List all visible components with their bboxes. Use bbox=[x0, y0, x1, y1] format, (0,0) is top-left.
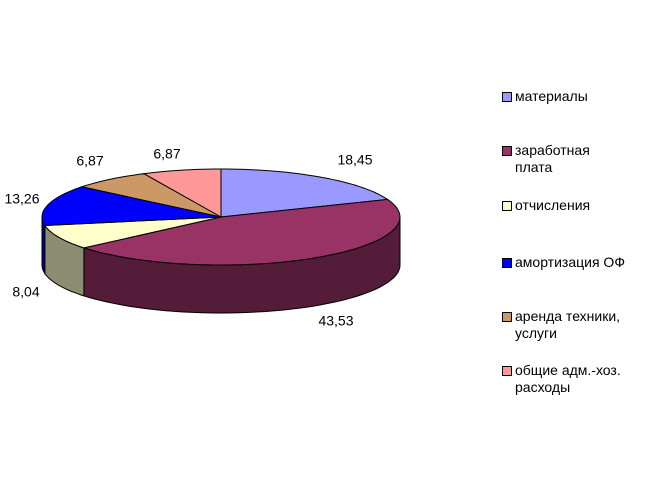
data-label: 6,87 bbox=[76, 153, 103, 169]
legend-label: амортизация ОФ bbox=[515, 254, 625, 270]
slice bbox=[41, 186, 222, 227]
slice bbox=[81, 198, 401, 266]
slice bbox=[220, 168, 389, 218]
legend-label: материалы bbox=[515, 88, 588, 104]
data-label: 18,45 bbox=[337, 152, 372, 168]
legend-swatch bbox=[502, 258, 512, 268]
legend-label: отчисления bbox=[515, 197, 591, 213]
legend-swatch bbox=[502, 312, 512, 322]
legend-label: общие адм.-хоз. расходы bbox=[515, 362, 621, 395]
legend-swatch bbox=[502, 201, 512, 211]
legend-swatch bbox=[502, 92, 512, 102]
legend-swatch bbox=[502, 146, 512, 156]
data-label: 6,87 bbox=[153, 146, 180, 162]
data-label: 43,53 bbox=[318, 313, 353, 329]
data-label: 13,26 bbox=[4, 191, 39, 207]
slice bbox=[79, 173, 222, 218]
data-label: 8,04 bbox=[12, 284, 39, 300]
legend-swatch bbox=[502, 366, 512, 376]
slice bbox=[43, 216, 222, 249]
slice bbox=[142, 168, 222, 218]
legend-label: заработная плата bbox=[515, 142, 590, 175]
legend-label: аренда техники, услуги bbox=[515, 308, 621, 341]
